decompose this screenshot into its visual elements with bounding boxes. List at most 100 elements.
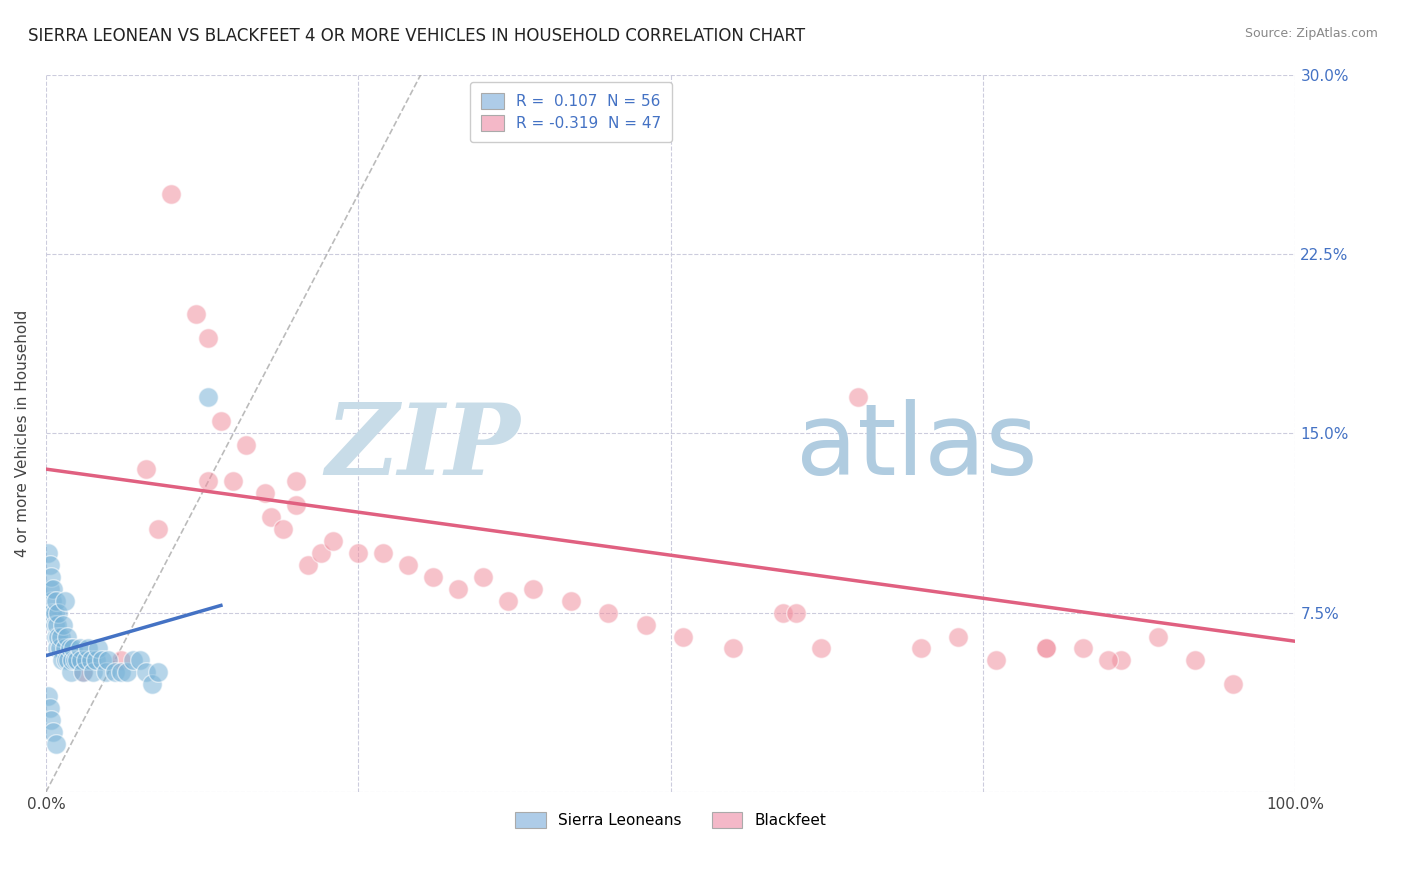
Point (721, 641, 744, 656)
Point (772, 606, 794, 620)
Point (77, 641, 100, 656)
Point (110, 653, 132, 667)
Point (66, 653, 89, 667)
Text: atlas: atlas (796, 399, 1038, 496)
Point (46, 641, 69, 656)
Point (37, 546, 59, 560)
Point (75, 653, 97, 667)
Point (80, 653, 103, 667)
Point (810, 641, 832, 656)
Point (197, 390, 219, 404)
Point (422, 570, 444, 584)
Point (322, 533, 344, 548)
Point (110, 665, 132, 680)
Point (128, 653, 150, 667)
Point (1097, 653, 1119, 667)
Point (42, 582, 65, 596)
Point (197, 330, 219, 344)
Point (84, 653, 107, 667)
Point (53, 641, 76, 656)
Point (984, 653, 1007, 667)
Point (59, 641, 82, 656)
Point (63, 653, 86, 667)
Point (846, 390, 869, 404)
Text: Source: ZipAtlas.com: Source: ZipAtlas.com (1244, 27, 1378, 40)
Point (197, 474, 219, 488)
Point (184, 307, 207, 321)
Point (1147, 630, 1170, 644)
Point (45, 737, 67, 751)
Point (560, 593, 582, 607)
Point (94, 665, 117, 680)
Point (1184, 653, 1206, 667)
Point (396, 558, 419, 572)
Point (141, 677, 163, 691)
Point (51, 653, 73, 667)
Point (297, 558, 319, 572)
Point (148, 665, 170, 680)
Point (260, 510, 283, 524)
Point (59, 665, 82, 680)
Point (38, 701, 60, 715)
Point (60, 653, 83, 667)
Point (37, 690, 59, 704)
Point (347, 546, 370, 560)
Point (48, 606, 70, 620)
Point (48, 630, 70, 644)
Point (1109, 653, 1132, 667)
Point (38, 582, 60, 596)
Point (45, 630, 67, 644)
Point (222, 474, 245, 488)
Point (1222, 677, 1244, 691)
Point (91, 653, 114, 667)
Point (55, 653, 77, 667)
Point (45, 593, 67, 607)
Point (122, 653, 145, 667)
Point (72, 665, 94, 680)
Point (1035, 641, 1057, 656)
Point (115, 665, 138, 680)
Point (39, 713, 62, 727)
Point (1071, 641, 1094, 656)
Point (498, 593, 520, 607)
Point (48, 641, 70, 656)
Point (253, 486, 276, 500)
Point (135, 462, 157, 476)
Point (672, 630, 695, 644)
Point (72, 665, 94, 680)
Point (946, 630, 969, 644)
Point (284, 498, 307, 512)
Legend: Sierra Leoneans, Blackfeet: Sierra Leoneans, Blackfeet (509, 806, 832, 835)
Y-axis label: 4 or more Vehicles in Household: 4 or more Vehicles in Household (15, 310, 30, 557)
Point (634, 617, 657, 632)
Point (49, 630, 72, 644)
Point (447, 582, 470, 596)
Point (235, 438, 257, 452)
Point (598, 606, 620, 620)
Point (53, 593, 76, 607)
Point (38, 558, 60, 572)
Point (41, 593, 63, 607)
Point (69, 641, 91, 656)
Point (56, 630, 79, 644)
Point (44, 606, 66, 620)
Point (104, 665, 127, 680)
Point (148, 522, 170, 536)
Point (52, 617, 75, 632)
Point (44, 617, 66, 632)
Point (42, 725, 65, 739)
Point (39, 570, 62, 584)
Point (46, 617, 69, 632)
Point (785, 606, 807, 620)
Point (62, 641, 84, 656)
Text: ZIP: ZIP (326, 400, 520, 496)
Point (522, 582, 544, 596)
Point (472, 570, 495, 584)
Point (82, 665, 104, 680)
Point (70, 653, 93, 667)
Point (273, 522, 295, 536)
Point (135, 665, 157, 680)
Point (41, 606, 63, 620)
Point (58, 653, 80, 667)
Point (97, 653, 120, 667)
